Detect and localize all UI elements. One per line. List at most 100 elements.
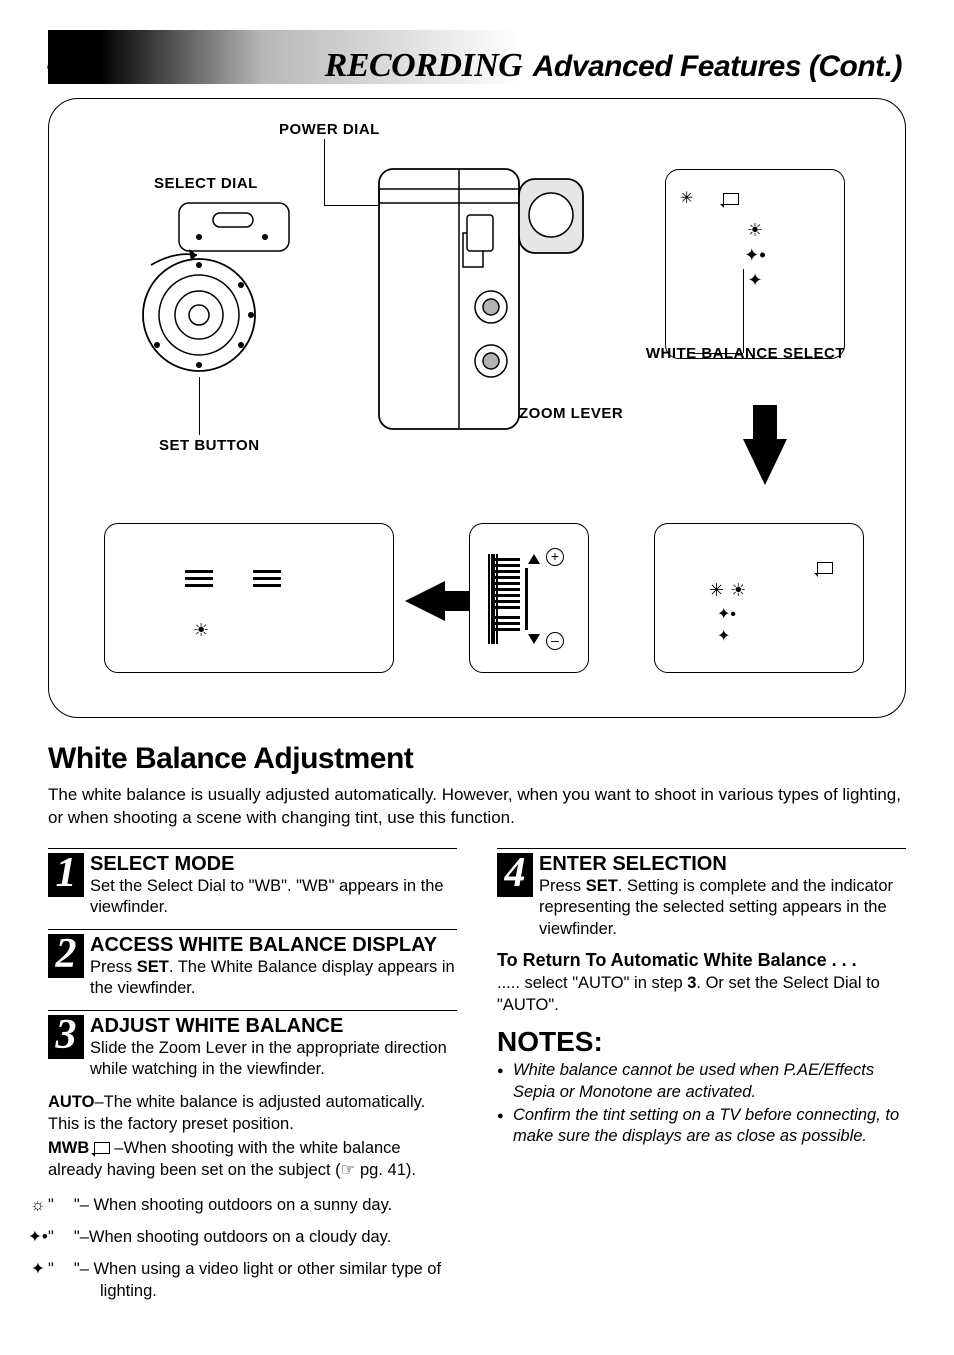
lamp-icon: ✦ <box>747 270 762 291</box>
t: –The white balance is adjusted automatic… <box>48 1093 425 1133</box>
label-select-dial: SELECT DIAL <box>154 175 258 192</box>
wb-col: ☀ ✦• ✦ <box>680 220 830 291</box>
t: Press <box>90 958 137 976</box>
label-power-dial: POWER DIAL <box>279 121 380 138</box>
mode-mwb: MWB –When shooting with the white balanc… <box>48 1137 457 1182</box>
step-2: 2 ACCESS WHITE BALANCE DISPLAY Press SET… <box>48 929 457 1000</box>
mode-cloudy: "✦•"–When shooting outdoors on a cloudy … <box>48 1226 457 1248</box>
step-title: SELECT MODE <box>90 853 457 876</box>
cloud-icon: ✦• <box>717 604 736 624</box>
step-body: ACCESS WHITE BALANCE DISPLAY Press SET. … <box>90 934 457 1000</box>
col-right: 4 ENTER SELECTION Press SET. Setting is … <box>497 848 906 1305</box>
mode-sunny: "☼"– When shooting outdoors on a sunny d… <box>48 1194 457 1216</box>
tri-dn-icon <box>528 634 540 644</box>
viewfinder-after: ✳ ☀ ✦• ✦ <box>654 523 864 673</box>
step-text: Set the Select Dial to "WB". "WB" appear… <box>90 876 457 919</box>
page-header: 40 RECORDING Advanced Features (Cont.) <box>48 30 906 84</box>
section-title: White Balance Adjustment <box>48 742 906 776</box>
camera-svg <box>349 149 609 439</box>
cloud-icon: ✦• <box>54 1226 74 1248</box>
arrow-down-icon <box>743 439 787 485</box>
viewfinder-zoom: + – <box>469 523 589 673</box>
figure-box: POWER DIAL SELECT DIAL SET BUTTON ZOOM L… <box>48 98 906 718</box>
wb-select-panel: ✳ ☀ ✦• ✦ <box>665 169 845 359</box>
wb-row: ✳ <box>680 188 830 208</box>
step-body: SELECT MODE Set the Select Dial to "WB".… <box>90 853 457 919</box>
step-number: 4 <box>497 853 533 897</box>
step-1: 1 SELECT MODE Set the Select Dial to "WB… <box>48 848 457 919</box>
header-recording: RECORDING <box>325 47 523 84</box>
columns: 1 SELECT MODE Set the Select Dial to "WB… <box>48 848 906 1305</box>
step-3: 3 ADJUST WHITE BALANCE Slide the Zoom Le… <box>48 1010 457 1081</box>
b: SET <box>137 958 169 976</box>
sun-icon: ☀ <box>193 620 209 641</box>
page-ref-icon <box>341 1161 356 1179</box>
header-title: RECORDING Advanced Features (Cont.) <box>104 47 906 85</box>
step-body: ADJUST WHITE BALANCE Slide the Zoom Leve… <box>90 1015 457 1081</box>
sparkle-icon: ✳ <box>680 188 693 208</box>
sparkle-icon: ✳ <box>709 580 724 601</box>
t: ..... select "AUTO" in step <box>497 974 687 992</box>
step-body: ENTER SELECTION Press SET. Setting is co… <box>539 853 906 940</box>
wb-icons-col: ✦• ✦ <box>717 604 736 646</box>
step-title: ENTER SELECTION <box>539 853 906 876</box>
step-number: 2 <box>48 934 84 978</box>
t: Press <box>539 877 586 895</box>
leader <box>324 139 325 205</box>
lamp-icon: ✦ <box>54 1258 74 1280</box>
tri-up-icon <box>528 554 540 564</box>
viewfinder-before: ☀ <box>104 523 394 673</box>
step-text: Press SET. The White Balance display app… <box>90 957 457 1000</box>
mwb-icon <box>817 562 833 574</box>
wb-icons-row: ✳ ☀ <box>709 580 746 601</box>
label-wb-select: WHITE BALANCE SELECT <box>646 345 845 362</box>
note-item: White balance cannot be used when P.AE/E… <box>497 1060 906 1103</box>
plus-icon: + <box>546 548 564 566</box>
label-set-button: SET BUTTON <box>159 437 260 454</box>
notes-list: White balance cannot be used when P.AE/E… <box>497 1060 906 1148</box>
step-title: ACCESS WHITE BALANCE DISPLAY <box>90 934 457 957</box>
t: –When shooting outdoors on a cloudy day. <box>80 1228 392 1246</box>
step-title: ADJUST WHITE BALANCE <box>90 1015 457 1038</box>
zoom-line <box>525 568 528 630</box>
mode-list: AUTO–The white balance is adjusted autom… <box>48 1091 457 1303</box>
arrow-left-icon <box>405 581 445 621</box>
return-heading: To Return To Automatic White Balance . .… <box>497 950 906 971</box>
lamp-icon: ✦ <box>717 626 736 646</box>
col-left: 1 SELECT MODE Set the Select Dial to "WB… <box>48 848 457 1305</box>
note-item: Confirm the tint setting on a TV before … <box>497 1105 906 1148</box>
mode-lamp: "✦"– When using a video light or other s… <box>48 1258 457 1303</box>
t: pg. 41). <box>355 1161 416 1179</box>
step-text: Slide the Zoom Lever in the appropriate … <box>90 1038 457 1081</box>
b: SET <box>586 877 618 895</box>
sun-outline-icon: ☼ <box>54 1194 74 1216</box>
mwb-icon <box>723 193 739 205</box>
leader <box>743 269 744 353</box>
mode-auto: AUTO–The white balance is adjusted autom… <box>48 1091 457 1136</box>
step-4: 4 ENTER SELECTION Press SET. Setting is … <box>497 848 906 940</box>
sun-icon: ☀ <box>730 580 746 601</box>
b: AUTO <box>48 1093 94 1111</box>
step-number: 1 <box>48 853 84 897</box>
zoom-bars <box>494 558 520 609</box>
header-advanced: Advanced Features (Cont.) <box>533 50 902 83</box>
minus-icon: – <box>546 632 564 650</box>
return-text: ..... select "AUTO" in step 3. Or set th… <box>497 973 906 1016</box>
select-dial-diagram <box>139 195 319 400</box>
camera-diagram <box>349 149 539 429</box>
sun-icon: ☀ <box>747 220 763 241</box>
zoom-bars <box>494 616 520 631</box>
page-number: 40 <box>48 30 104 86</box>
t: – When shooting outdoors on a sunny day. <box>80 1196 393 1214</box>
dial-svg <box>139 195 319 395</box>
leader <box>693 353 743 354</box>
step-text: Press SET. Setting is complete and the i… <box>539 876 906 940</box>
mwb-icon <box>94 1142 110 1154</box>
step-number: 3 <box>48 1015 84 1059</box>
cloud-icon: ✦• <box>744 245 765 266</box>
vf-bars <box>185 570 281 587</box>
b: MWB <box>48 1139 89 1157</box>
section-intro: The white balance is usually adjusted au… <box>48 784 906 830</box>
notes-heading: NOTES: <box>497 1026 906 1058</box>
t: – When using a video light or other simi… <box>80 1260 441 1300</box>
